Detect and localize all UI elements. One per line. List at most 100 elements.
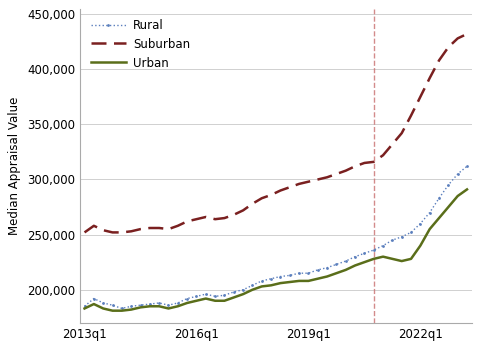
- Urban: [352, 263, 358, 268]
- Suburban: [296, 182, 302, 186]
- Rural: [109, 303, 115, 307]
- Suburban: [109, 230, 115, 235]
- Rural: [166, 303, 171, 307]
- Suburban: [222, 216, 228, 220]
- Legend: Rural, Suburban, Urban: Rural, Suburban, Urban: [86, 15, 195, 75]
- Urban: [91, 302, 97, 306]
- Suburban: [203, 215, 209, 219]
- Urban: [109, 309, 115, 313]
- Urban: [455, 194, 460, 198]
- Urban: [231, 295, 237, 299]
- Urban: [277, 281, 283, 285]
- Urban: [315, 277, 321, 281]
- Rural: [334, 262, 339, 267]
- Urban: [371, 257, 377, 261]
- Rural: [100, 301, 106, 305]
- Suburban: [250, 202, 255, 206]
- Rural: [371, 248, 377, 252]
- Rural: [380, 244, 386, 248]
- Rural: [436, 196, 442, 200]
- Suburban: [334, 172, 339, 176]
- Rural: [259, 279, 264, 283]
- Urban: [166, 306, 171, 311]
- Suburban: [361, 161, 367, 165]
- Rural: [138, 303, 144, 307]
- Suburban: [175, 224, 180, 228]
- Rural: [408, 230, 414, 235]
- Suburban: [343, 169, 348, 173]
- Urban: [259, 284, 264, 289]
- Urban: [175, 304, 180, 309]
- Rural: [82, 304, 87, 309]
- Urban: [222, 299, 228, 303]
- Rural: [455, 172, 460, 176]
- Urban: [389, 257, 395, 261]
- Suburban: [184, 219, 190, 223]
- Urban: [296, 279, 302, 283]
- Suburban: [193, 217, 199, 221]
- Suburban: [212, 217, 218, 221]
- Suburban: [100, 228, 106, 232]
- Suburban: [399, 131, 405, 135]
- Rural: [306, 271, 312, 275]
- Rural: [128, 304, 134, 309]
- Urban: [464, 187, 470, 192]
- Rural: [464, 164, 470, 168]
- Urban: [427, 227, 432, 231]
- Suburban: [277, 188, 283, 193]
- Rural: [418, 222, 423, 226]
- Suburban: [268, 193, 274, 197]
- Suburban: [306, 180, 312, 184]
- Suburban: [259, 196, 264, 200]
- Rural: [277, 274, 283, 279]
- Urban: [184, 301, 190, 305]
- Line: Urban: Urban: [84, 190, 467, 311]
- Urban: [324, 274, 330, 279]
- Rural: [240, 288, 246, 292]
- Rural: [287, 273, 293, 277]
- Rural: [203, 292, 209, 296]
- Suburban: [455, 36, 460, 40]
- Rural: [445, 183, 451, 187]
- Suburban: [147, 226, 153, 230]
- Urban: [100, 306, 106, 311]
- Suburban: [156, 226, 162, 230]
- Suburban: [231, 213, 237, 217]
- Rural: [250, 283, 255, 288]
- Suburban: [418, 95, 423, 99]
- Line: Suburban: Suburban: [84, 34, 467, 232]
- Suburban: [371, 160, 377, 164]
- Rural: [315, 268, 321, 272]
- Urban: [418, 244, 423, 248]
- Urban: [436, 216, 442, 220]
- Y-axis label: Median Appraisal Value: Median Appraisal Value: [8, 97, 21, 235]
- Rural: [147, 302, 153, 306]
- Rural: [119, 306, 125, 311]
- Rural: [389, 238, 395, 242]
- Rural: [212, 294, 218, 298]
- Urban: [193, 299, 199, 303]
- Urban: [156, 304, 162, 309]
- Suburban: [287, 185, 293, 189]
- Urban: [268, 283, 274, 288]
- Rural: [222, 293, 228, 297]
- Rural: [352, 254, 358, 259]
- Line: Rural: Rural: [82, 163, 470, 311]
- Suburban: [82, 230, 87, 235]
- Urban: [343, 268, 348, 272]
- Rural: [427, 210, 432, 215]
- Suburban: [408, 113, 414, 118]
- Urban: [287, 280, 293, 284]
- Urban: [138, 305, 144, 310]
- Rural: [343, 259, 348, 263]
- Rural: [268, 277, 274, 281]
- Urban: [119, 309, 125, 313]
- Rural: [184, 296, 190, 300]
- Suburban: [128, 229, 134, 233]
- Suburban: [380, 153, 386, 157]
- Urban: [306, 279, 312, 283]
- Suburban: [436, 58, 442, 62]
- Rural: [231, 290, 237, 294]
- Suburban: [119, 230, 125, 235]
- Rural: [175, 301, 180, 305]
